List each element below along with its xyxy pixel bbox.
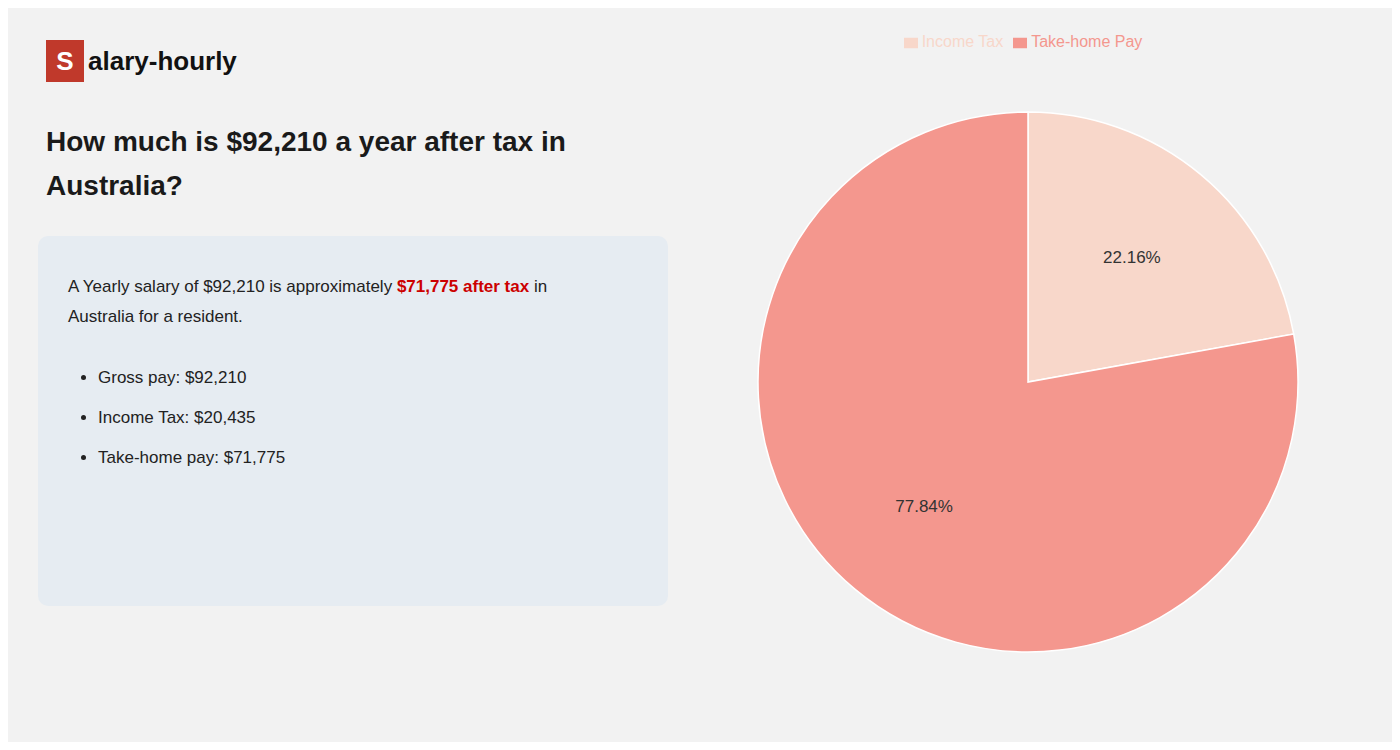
html-text:Australia for a resident.: Australia for a resident.: [68, 307, 243, 326]
html-text:alary-hourly: alary-hourly: [88, 45, 237, 76]
svg-text:22.16%: 22.16%: [1103, 248, 1161, 267]
svg-text:77.84%: 77.84%: [895, 497, 953, 516]
html-text:A Yearly salary of $92,210 is: A Yearly salary of $92,210 is approximat…: [68, 277, 548, 296]
html-text:Australia?: Australia?: [46, 170, 183, 201]
html-text:Take-home pay: $71,775: Take-home pay: $71,775: [98, 448, 286, 467]
html-text:S: S: [56, 45, 74, 76]
html-text:Take-home Pay: Take-home Pay: [1031, 33, 1143, 50]
html-text:How much is $92,210 a year aft: How much is $92,210 a year after tax in: [46, 126, 566, 157]
html-text:Income Tax: Income Tax: [921, 33, 1004, 50]
html-text:Income Tax: $20,435: Income Tax: $20,435: [98, 408, 256, 427]
html-text:Gross pay: $92,210: Gross pay: $92,210: [98, 368, 247, 387]
